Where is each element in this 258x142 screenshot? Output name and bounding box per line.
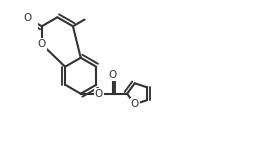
Text: O: O [38,39,46,49]
Text: O: O [109,70,117,80]
Text: O: O [131,99,139,109]
Text: O: O [24,13,32,23]
Text: O: O [95,89,103,99]
